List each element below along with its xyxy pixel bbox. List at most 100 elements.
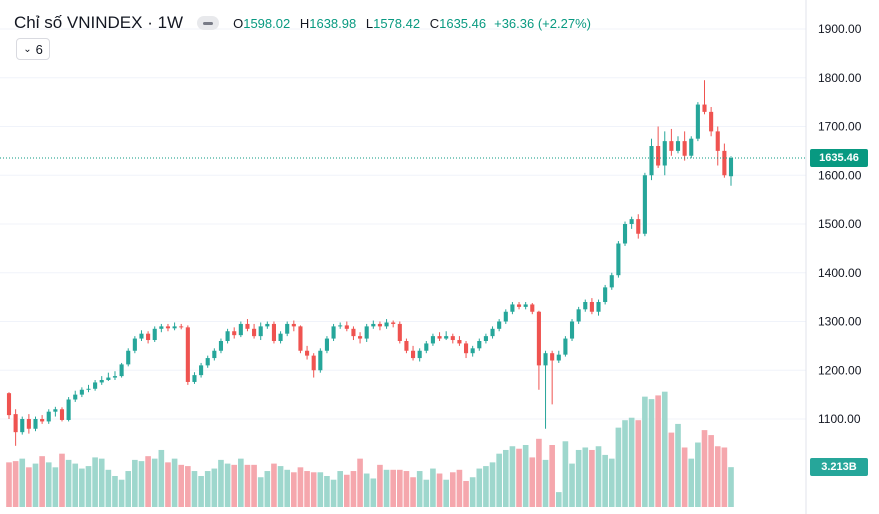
candle-body xyxy=(53,409,58,412)
candle-body xyxy=(463,343,469,354)
volume-bar xyxy=(608,458,615,507)
volume-bar xyxy=(615,427,622,507)
candle-body xyxy=(510,304,515,312)
volume-bar xyxy=(675,423,681,507)
candle-body xyxy=(543,353,548,366)
candle-body xyxy=(536,311,541,366)
volume-bar xyxy=(396,469,403,507)
candles[interactable] xyxy=(6,80,734,446)
high-label: H xyxy=(299,15,310,31)
indicators-toggle-button[interactable]: ⌄ 6 xyxy=(16,38,50,60)
candle-body xyxy=(596,302,601,312)
volume-bar xyxy=(463,480,469,507)
candle-body xyxy=(483,336,488,341)
candle-body xyxy=(331,326,336,339)
volume-bar xyxy=(218,459,224,507)
volume-bar xyxy=(72,463,79,507)
y-tick-label: 1400.00 xyxy=(818,266,862,280)
volume-bar xyxy=(92,457,98,507)
volume-bar xyxy=(688,458,695,507)
candle-body xyxy=(66,399,71,420)
volume-bar xyxy=(589,449,595,507)
candle-body xyxy=(73,394,78,400)
volume-bar xyxy=(555,492,562,507)
volume-bar xyxy=(695,442,701,507)
candle-body xyxy=(675,141,681,151)
candle-body xyxy=(271,323,277,341)
volume-bar xyxy=(509,446,516,507)
candle-body xyxy=(550,353,555,361)
volume-bar xyxy=(575,449,582,507)
candle-body xyxy=(86,388,91,390)
volume-bar xyxy=(582,447,589,507)
candle-body xyxy=(146,333,151,341)
volume-bar xyxy=(483,466,489,507)
candle-body xyxy=(397,323,402,341)
volume-bar xyxy=(595,446,602,507)
volume-bar xyxy=(635,420,642,507)
candle-body xyxy=(689,138,694,156)
candle-body xyxy=(682,141,687,156)
candle-body xyxy=(258,326,263,337)
volume-bar xyxy=(721,447,728,507)
candle-body xyxy=(152,328,157,341)
candle-body xyxy=(450,336,455,341)
volume-bar xyxy=(45,462,52,507)
y-tick-label: 1600.00 xyxy=(818,168,862,182)
candle-body xyxy=(530,304,535,312)
volume-bar xyxy=(370,478,377,507)
candle-body xyxy=(265,323,270,327)
volume-bar xyxy=(158,449,165,507)
indicator-count: 6 xyxy=(35,41,43,57)
volume-bar xyxy=(198,476,204,507)
volume-bar xyxy=(224,463,231,507)
candle-body xyxy=(26,419,31,429)
candle-body xyxy=(165,326,171,329)
volume-bar xyxy=(118,479,125,507)
volume-bar xyxy=(383,469,390,507)
volume-bar xyxy=(244,464,251,507)
volume-bar xyxy=(549,445,555,507)
volume-bar xyxy=(251,464,257,507)
volume-bar xyxy=(436,473,443,507)
candle-body xyxy=(126,350,131,365)
volume-bar xyxy=(681,447,688,507)
volume-bar xyxy=(344,474,350,507)
candle-body xyxy=(364,326,369,339)
volume-bar xyxy=(363,473,370,507)
volume-bar xyxy=(516,448,522,507)
volume-bar xyxy=(277,466,284,507)
volume-bar xyxy=(377,464,383,507)
candle-body xyxy=(40,419,45,422)
price-axis[interactable]: 1900.00 1800.00 1700.00 1600.00 1500.00 1400.… xyxy=(818,22,862,426)
visibility-toggle-icon[interactable] xyxy=(197,16,220,30)
volume-bar xyxy=(112,476,118,507)
candle-body xyxy=(185,327,190,382)
volume-bar xyxy=(125,471,132,507)
symbol-title[interactable]: Chỉ số VNINDEX · 1W xyxy=(14,13,184,32)
volume-bar xyxy=(6,462,12,507)
candle-body xyxy=(172,326,177,329)
candle-body xyxy=(371,323,376,327)
candle-body xyxy=(470,348,475,354)
volume-bar xyxy=(32,463,39,507)
candle-body xyxy=(199,365,204,376)
candle-body xyxy=(318,350,323,371)
candle-body xyxy=(132,338,137,351)
open-value: 1598.02 xyxy=(243,15,291,31)
volume-bar xyxy=(423,479,430,507)
candle-body xyxy=(238,323,243,336)
volume-bar xyxy=(26,467,32,507)
candle-body xyxy=(139,333,144,339)
candle-body xyxy=(424,343,429,351)
candle-body xyxy=(391,322,396,324)
candle-body xyxy=(298,326,303,351)
volume-bar xyxy=(661,391,668,507)
volume-bar xyxy=(708,435,714,507)
y-tick-label: 1100.00 xyxy=(818,412,861,426)
volume-bar xyxy=(449,472,456,507)
candle-body xyxy=(377,323,382,327)
volume-bar xyxy=(648,399,655,507)
volume-bar xyxy=(522,445,529,507)
